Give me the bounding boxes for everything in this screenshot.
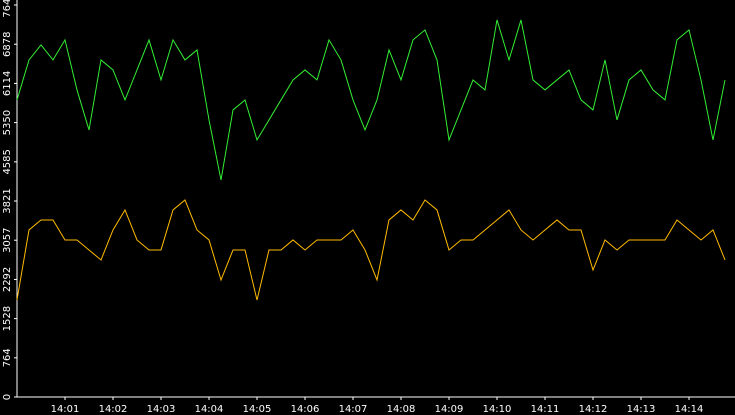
x-tick-label: 14:10 [483,404,512,415]
y-tick-label: 6878 [2,32,13,57]
y-tick-label: 0 [2,394,13,400]
x-tick-label: 14:09 [435,404,464,415]
x-tick-label: 14:04 [195,404,224,415]
x-tick-label: 14:01 [51,404,80,415]
y-tick-label: 3057 [2,227,13,252]
series-line [16,19,726,181]
y-tick-label: 4585 [2,149,13,174]
y-tick-label: 7643 [2,0,13,18]
y-tick-label: 1528 [2,306,13,331]
x-tick-label: 14:11 [531,404,560,415]
x-tick-label: 14:02 [99,404,128,415]
x-tick-label: 14:07 [339,404,368,415]
x-tick-label: 14:14 [675,404,704,415]
y-tick-label: 2292 [2,267,13,292]
y-tick-label: 764 [2,348,13,367]
x-tick-label: 14:05 [243,404,272,415]
x-tick-label: 14:12 [579,404,608,415]
y-tick-label: 5350 [2,110,13,135]
y-tick-label: 3821 [2,188,13,213]
x-tick-label: 14:13 [627,404,656,415]
x-tick-label: 14:06 [291,404,320,415]
x-tick-label: 14:03 [147,404,176,415]
x-tick-label: 14:08 [387,404,416,415]
series-line [16,199,726,301]
y-tick-label: 6114 [2,71,13,96]
